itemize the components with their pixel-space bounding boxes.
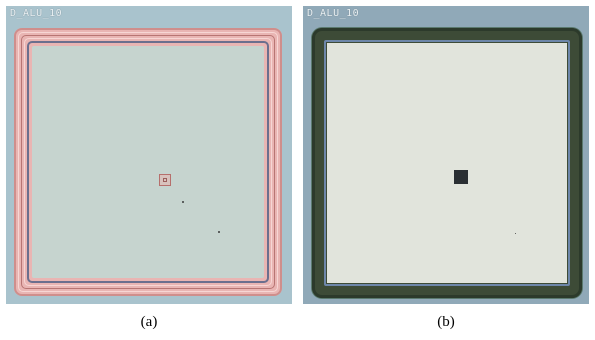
membrane (32, 46, 264, 278)
speck (515, 233, 516, 234)
chip-frame (312, 28, 582, 298)
center-pad (454, 170, 468, 184)
caption-b: (b) (437, 314, 455, 330)
chip-frame (14, 28, 282, 296)
micrograph-b: D_ALU_10 (303, 6, 589, 304)
micrograph-a: D_ALU_10 (6, 6, 292, 304)
speck (182, 201, 184, 203)
center-pad (159, 174, 171, 186)
caption-a: (a) (140, 314, 158, 330)
membrane (327, 43, 567, 283)
chip-label: D_ALU_10 (10, 8, 63, 19)
speck (218, 231, 220, 233)
chip-label: D_ALU_10 (307, 8, 360, 19)
